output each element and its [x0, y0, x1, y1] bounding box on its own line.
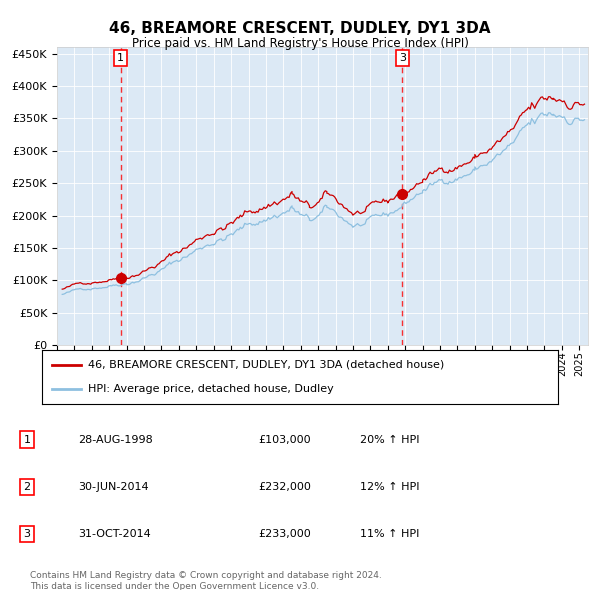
Text: 12% ↑ HPI: 12% ↑ HPI: [360, 482, 419, 491]
Text: 11% ↑ HPI: 11% ↑ HPI: [360, 529, 419, 539]
Text: 1: 1: [23, 435, 31, 444]
Text: £103,000: £103,000: [258, 435, 311, 444]
Text: HPI: Average price, detached house, Dudley: HPI: Average price, detached house, Dudl…: [88, 385, 334, 395]
Text: 2: 2: [23, 482, 31, 491]
Text: 1: 1: [117, 53, 124, 63]
Text: 31-OCT-2014: 31-OCT-2014: [78, 529, 151, 539]
Text: 20% ↑ HPI: 20% ↑ HPI: [360, 435, 419, 444]
Text: £232,000: £232,000: [258, 482, 311, 491]
Text: Contains HM Land Registry data © Crown copyright and database right 2024.: Contains HM Land Registry data © Crown c…: [30, 571, 382, 579]
Text: 46, BREAMORE CRESCENT, DUDLEY, DY1 3DA (detached house): 46, BREAMORE CRESCENT, DUDLEY, DY1 3DA (…: [88, 359, 445, 369]
Text: 46, BREAMORE CRESCENT, DUDLEY, DY1 3DA: 46, BREAMORE CRESCENT, DUDLEY, DY1 3DA: [109, 21, 491, 35]
Text: 3: 3: [23, 529, 31, 539]
Text: Price paid vs. HM Land Registry's House Price Index (HPI): Price paid vs. HM Land Registry's House …: [131, 37, 469, 50]
Text: This data is licensed under the Open Government Licence v3.0.: This data is licensed under the Open Gov…: [30, 582, 319, 590]
Text: 3: 3: [399, 53, 406, 63]
Text: 28-AUG-1998: 28-AUG-1998: [78, 435, 153, 444]
Text: £233,000: £233,000: [258, 529, 311, 539]
Text: 30-JUN-2014: 30-JUN-2014: [78, 482, 149, 491]
